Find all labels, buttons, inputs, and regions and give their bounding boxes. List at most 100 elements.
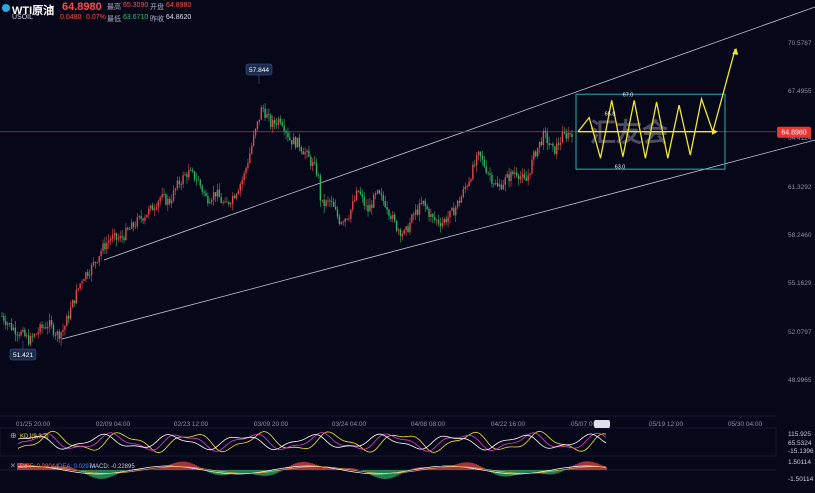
timeline-handle[interactable] (594, 420, 610, 428)
macd-axis-label: -1.50114 (788, 476, 814, 483)
candle-body (529, 173, 531, 176)
candle-body (224, 201, 226, 203)
candle-body (496, 182, 499, 187)
candle-body (304, 152, 306, 155)
channel-lower-line[interactable] (61, 139, 815, 340)
channel-upper-line[interactable] (103, 6, 815, 261)
candle-body (279, 118, 282, 123)
candle-body (550, 143, 552, 145)
candle-body (552, 143, 554, 147)
x-tick-label: 01/25 20:00 (16, 421, 51, 428)
candle-body (394, 214, 396, 221)
candle-body (367, 205, 369, 212)
candle-body (54, 334, 57, 336)
candle-body (371, 204, 373, 208)
candle-body (43, 327, 45, 329)
candle-body (161, 194, 163, 198)
candle-body (165, 194, 167, 205)
candle-body (252, 135, 255, 146)
candle-body (22, 329, 24, 332)
candle-body (350, 209, 352, 219)
kdj-label: KDJ(9,3,3) (20, 434, 49, 440)
candle-body (186, 174, 188, 178)
candle-body (308, 150, 310, 157)
candle-body (180, 184, 182, 185)
candle-body (437, 219, 440, 224)
macd-close-icon: ✕ (10, 463, 16, 470)
candle-body (449, 210, 451, 218)
candle-body (386, 206, 388, 210)
candle-body (533, 151, 535, 160)
candle-body (312, 162, 314, 166)
candle-body (251, 145, 253, 154)
candle-body (203, 191, 205, 193)
candle-body (353, 200, 356, 202)
candle-body (548, 143, 550, 145)
candle-body (142, 218, 144, 221)
candle-body (268, 114, 270, 116)
symbol-dropdown-icon[interactable]: ▾ (50, 3, 55, 12)
low-value: 63.6710 (123, 14, 149, 21)
candle-body (149, 205, 152, 209)
candle-body (512, 171, 514, 174)
candle-body (174, 188, 177, 191)
candle-body (281, 122, 283, 126)
candle-body (481, 155, 484, 160)
candle-body (73, 300, 76, 304)
candle-body (193, 171, 196, 180)
candle-body (50, 320, 53, 325)
candle-body (508, 174, 510, 182)
candle-body (201, 185, 203, 192)
candle-body (546, 132, 548, 144)
candle-body (424, 200, 426, 206)
candle-body (5, 320, 7, 326)
candle-body (98, 256, 100, 262)
candle-body (226, 201, 228, 203)
candle-body (525, 178, 527, 181)
candle-body (39, 324, 41, 333)
candle-body (285, 130, 287, 133)
prev-close-label: 昨收 (150, 16, 164, 23)
candle-body (378, 190, 381, 194)
candle-body (190, 170, 192, 171)
candle-body (292, 137, 295, 145)
projection-end-arrowhead (732, 47, 739, 55)
candle-body (403, 230, 405, 234)
candle-body (92, 262, 95, 266)
candle-body (270, 115, 272, 127)
candle-body (172, 190, 175, 201)
candle-body (542, 131, 545, 146)
candle-body (151, 205, 154, 211)
candle-body (298, 137, 301, 148)
candle-body (275, 123, 278, 125)
candle-body (214, 192, 217, 197)
candle-body (331, 201, 333, 203)
candle-body (453, 208, 455, 216)
candle-body (169, 198, 171, 204)
candle-body (245, 168, 247, 174)
y-tick-label: 58.2460 (788, 232, 812, 239)
candle-body (205, 192, 207, 197)
candle-body (502, 184, 505, 190)
candle-body (197, 179, 200, 181)
candle-body (329, 200, 331, 202)
projection-zigzag[interactable] (577, 48, 736, 159)
candle-body (163, 194, 165, 195)
price-change-pct: 0.07% (86, 14, 106, 21)
candle-body (104, 243, 106, 250)
y-tick-label: 55.1629 (788, 280, 812, 287)
osc-k-line (17, 430, 607, 454)
projection-box[interactable] (575, 93, 726, 170)
candle-body (315, 163, 318, 175)
candle-body (1, 315, 3, 317)
candle-body (310, 156, 312, 166)
candle-body (405, 226, 407, 231)
candle-body (479, 151, 482, 156)
symbol-name[interactable]: WTI原油 (12, 5, 55, 17)
candle-body (346, 218, 348, 220)
candle-body (24, 329, 26, 337)
candle-body (382, 194, 384, 201)
candle-body (264, 108, 266, 118)
osc-settings-icon: ⊕ (10, 431, 17, 440)
